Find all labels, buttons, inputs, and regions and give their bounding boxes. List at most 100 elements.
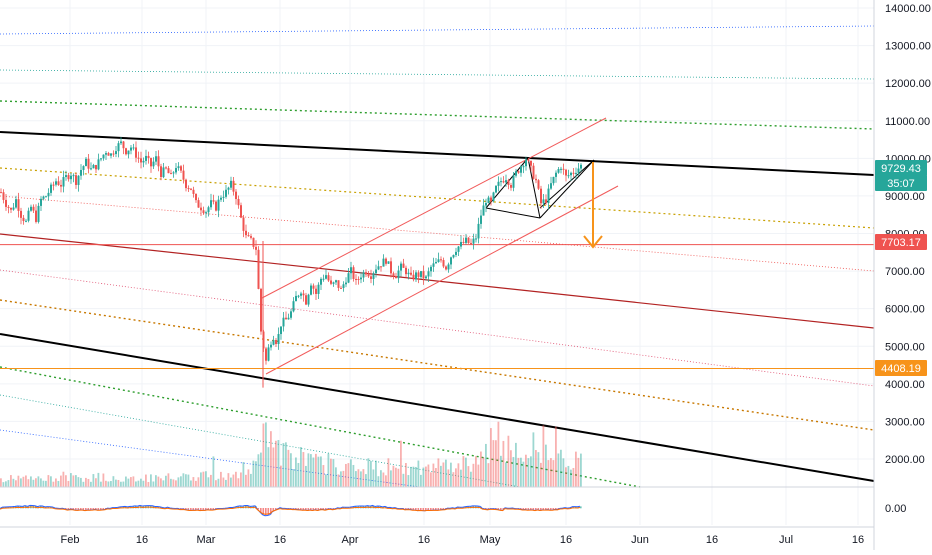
candle-body[interactable] <box>58 181 60 185</box>
candle-body[interactable] <box>403 264 405 268</box>
candle-body[interactable] <box>298 296 300 297</box>
candle-body[interactable] <box>355 279 357 280</box>
candle-body[interactable] <box>375 269 377 273</box>
candle-body[interactable] <box>290 311 292 317</box>
candle-body[interactable] <box>113 154 115 155</box>
candle-body[interactable] <box>83 166 85 170</box>
candle-body[interactable] <box>128 151 130 155</box>
candle-body[interactable] <box>95 165 97 169</box>
candle-body[interactable] <box>543 199 545 203</box>
candle-body[interactable] <box>150 158 152 166</box>
candle-body[interactable] <box>193 190 195 194</box>
candle-body[interactable] <box>265 348 267 360</box>
candle-body[interactable] <box>473 239 475 244</box>
candle-body[interactable] <box>160 166 162 177</box>
candle-body[interactable] <box>368 274 370 276</box>
candle-body[interactable] <box>53 185 55 186</box>
candle-body[interactable] <box>165 167 167 168</box>
candle-body[interactable] <box>78 176 80 185</box>
candle-body[interactable] <box>575 173 577 174</box>
candle-body[interactable] <box>465 238 467 243</box>
candle-body[interactable] <box>233 181 235 192</box>
candle-body[interactable] <box>328 275 330 280</box>
candle-body[interactable] <box>330 281 332 284</box>
candle-body[interactable] <box>248 235 250 236</box>
candle-body[interactable] <box>10 208 12 210</box>
candle-body[interactable] <box>435 262 437 263</box>
candle-body[interactable] <box>258 250 260 289</box>
candle-body[interactable] <box>220 198 222 200</box>
candle-body[interactable] <box>370 276 372 279</box>
candle-body[interactable] <box>470 243 472 244</box>
candle-body[interactable] <box>295 296 297 301</box>
candle-body[interactable] <box>240 205 242 217</box>
candle-body[interactable] <box>458 247 460 252</box>
candle-body[interactable] <box>210 200 212 207</box>
candle-body[interactable] <box>133 147 135 148</box>
candle-body[interactable] <box>198 200 200 207</box>
candle-body[interactable] <box>110 154 112 156</box>
candle-body[interactable] <box>398 271 400 279</box>
candle-body[interactable] <box>570 173 572 175</box>
candle-body[interactable] <box>80 170 82 176</box>
candle-body[interactable] <box>515 171 517 175</box>
candle-body[interactable] <box>433 263 435 266</box>
candle-body[interactable] <box>573 173 575 174</box>
candle-body[interactable] <box>513 176 515 188</box>
candle-body[interactable] <box>415 272 417 279</box>
candle-body[interactable] <box>273 340 275 345</box>
candle-body[interactable] <box>538 180 540 188</box>
candle-body[interactable] <box>268 347 270 360</box>
candle-body[interactable] <box>345 283 347 285</box>
candle-body[interactable] <box>338 280 340 288</box>
candle-body[interactable] <box>500 181 502 182</box>
candle-body[interactable] <box>115 151 117 154</box>
candle-body[interactable] <box>563 169 565 170</box>
candle-body[interactable] <box>390 261 392 273</box>
candle-body[interactable] <box>288 318 290 320</box>
candle-body[interactable] <box>483 205 485 215</box>
candle-body[interactable] <box>155 156 157 161</box>
candle-body[interactable] <box>235 192 237 199</box>
candle-body[interactable] <box>565 170 567 176</box>
candle-body[interactable] <box>540 189 542 204</box>
candle-body[interactable] <box>163 167 165 177</box>
candle-body[interactable] <box>35 211 37 222</box>
candle-body[interactable] <box>105 153 107 155</box>
candle-body[interactable] <box>213 200 215 201</box>
candle-body[interactable] <box>400 264 402 271</box>
candle-body[interactable] <box>63 177 65 187</box>
candle-body[interactable] <box>28 211 30 221</box>
candle-body[interactable] <box>203 210 205 213</box>
candle-body[interactable] <box>118 143 120 151</box>
candle-body[interactable] <box>430 267 432 271</box>
candle-body[interactable] <box>175 168 177 172</box>
candle-body[interactable] <box>98 159 100 169</box>
candle-body[interactable] <box>253 238 255 247</box>
candle-body[interactable] <box>183 171 185 180</box>
candle-body[interactable] <box>393 273 395 276</box>
candle-body[interactable] <box>25 221 27 222</box>
candles-layer[interactable] <box>0 137 582 387</box>
candle-body[interactable] <box>148 156 150 158</box>
candle-body[interactable] <box>143 161 145 163</box>
candle-body[interactable] <box>20 211 22 218</box>
candle-body[interactable] <box>130 148 132 151</box>
candle-body[interactable] <box>490 198 492 202</box>
candle-body[interactable] <box>243 218 245 231</box>
candle-body[interactable] <box>348 273 350 282</box>
candle-body[interactable] <box>145 156 147 161</box>
candle-body[interactable] <box>530 161 532 166</box>
candle-body[interactable] <box>383 259 385 267</box>
candle-body[interactable] <box>308 295 310 305</box>
candle-body[interactable] <box>23 218 25 221</box>
candle-body[interactable] <box>170 173 172 174</box>
candle-body[interactable] <box>100 158 102 159</box>
candle-body[interactable] <box>225 190 227 197</box>
candle-body[interactable] <box>325 275 327 279</box>
candle-body[interactable] <box>315 289 317 294</box>
candle-body[interactable] <box>60 185 62 187</box>
candle-body[interactable] <box>525 160 527 167</box>
candle-body[interactable] <box>48 193 50 196</box>
candle-body[interactable] <box>228 188 230 190</box>
